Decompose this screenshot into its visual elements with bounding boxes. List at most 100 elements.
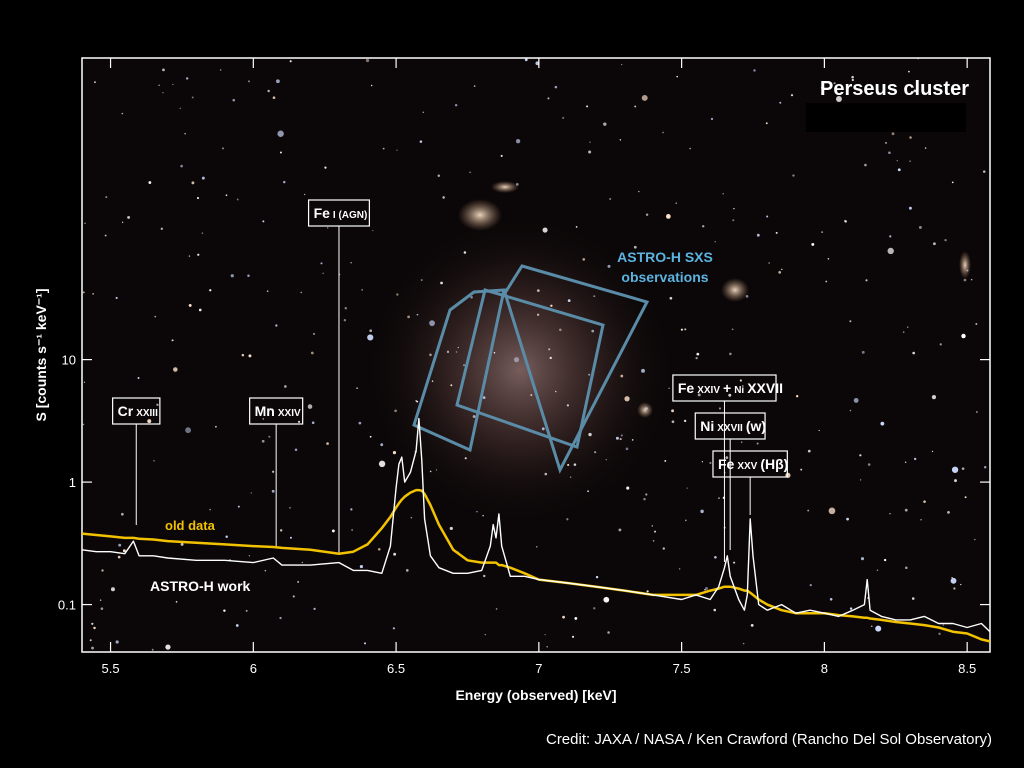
- star: [633, 245, 637, 249]
- star: [554, 85, 558, 89]
- star: [429, 320, 435, 327]
- star: [618, 528, 622, 532]
- star: [574, 617, 578, 620]
- star: [722, 193, 724, 195]
- star: [429, 470, 432, 473]
- star: [173, 367, 178, 372]
- star: [153, 460, 155, 462]
- star: [180, 164, 183, 168]
- star: [91, 622, 94, 625]
- x-tick-label: 7.5: [673, 661, 691, 676]
- star: [705, 587, 709, 590]
- star: [544, 472, 548, 476]
- star: [559, 328, 562, 332]
- star: [607, 264, 611, 268]
- star: [148, 181, 152, 184]
- star: [185, 77, 189, 80]
- star: [908, 70, 910, 73]
- star: [247, 274, 250, 277]
- star: [883, 558, 887, 562]
- star: [567, 463, 570, 467]
- star: [313, 333, 315, 335]
- star: [728, 393, 732, 397]
- annotation-part: XXIV: [278, 408, 301, 419]
- star: [684, 519, 687, 522]
- galaxy: [721, 278, 749, 302]
- star: [462, 364, 466, 367]
- star: [851, 75, 854, 79]
- annotation-part: XXV: [737, 461, 757, 472]
- star: [695, 357, 698, 360]
- star: [279, 529, 283, 532]
- star: [652, 540, 655, 542]
- x-tick-label: 6: [250, 661, 257, 676]
- star: [909, 160, 911, 162]
- galaxy: [959, 251, 971, 279]
- star: [620, 434, 623, 437]
- star: [620, 63, 623, 66]
- annotation-part: Ni: [700, 418, 714, 434]
- star: [513, 357, 520, 363]
- star: [587, 490, 589, 493]
- star: [201, 176, 205, 180]
- series-label: old data: [165, 518, 216, 533]
- star: [410, 517, 413, 519]
- star: [889, 513, 891, 515]
- star: [137, 377, 140, 379]
- annotation-part: +: [723, 380, 731, 396]
- star: [964, 496, 967, 499]
- star: [405, 569, 409, 572]
- star: [961, 333, 966, 339]
- star: [807, 449, 811, 453]
- star: [209, 508, 211, 511]
- star: [289, 536, 292, 539]
- star: [94, 81, 96, 84]
- star: [807, 509, 810, 512]
- star: [676, 75, 678, 78]
- star: [683, 419, 687, 423]
- star: [586, 105, 589, 108]
- star: [536, 289, 540, 292]
- star: [904, 566, 908, 570]
- star: [450, 384, 453, 387]
- star: [367, 334, 374, 341]
- star: [549, 356, 552, 360]
- star: [369, 435, 372, 438]
- star: [643, 497, 646, 501]
- star: [289, 60, 292, 63]
- star: [864, 163, 867, 167]
- star: [953, 587, 956, 590]
- star: [82, 423, 85, 426]
- star: [372, 229, 374, 232]
- star: [701, 461, 704, 463]
- annotation-part: (Hβ): [760, 456, 788, 472]
- star: [756, 233, 760, 237]
- star: [912, 351, 916, 355]
- star: [351, 529, 353, 531]
- star: [356, 387, 358, 389]
- star: [420, 279, 423, 282]
- star: [631, 439, 634, 441]
- star: [237, 505, 240, 508]
- star: [849, 607, 853, 610]
- sxs-field: [455, 288, 605, 449]
- star: [939, 343, 942, 346]
- star: [865, 279, 868, 282]
- annotation-label: Fe XXIV + Ni XXVII: [678, 380, 783, 396]
- star: [271, 489, 275, 493]
- star: [350, 508, 353, 511]
- star: [634, 105, 637, 108]
- star: [284, 385, 287, 388]
- star: [833, 82, 836, 85]
- star: [931, 450, 934, 453]
- annotation-part: Fe: [314, 205, 331, 221]
- line-annotation: Ni XXVII (w): [694, 412, 766, 550]
- star: [665, 214, 671, 219]
- star: [272, 470, 275, 473]
- star: [361, 288, 363, 291]
- star: [678, 568, 681, 570]
- star: [714, 241, 716, 243]
- star: [359, 564, 363, 569]
- y-tick-label: 1: [69, 475, 76, 490]
- star: [594, 451, 597, 454]
